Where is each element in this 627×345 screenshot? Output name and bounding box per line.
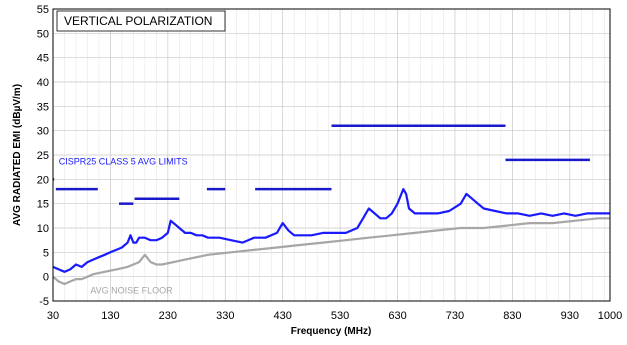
- y-tick-label: 40: [37, 77, 49, 89]
- limit-lines: [53, 124, 590, 205]
- y-tick-label: 15: [37, 199, 49, 211]
- y-tick-labels: -5 0 5 10 15 20 25 30 35 40 45 50 55: [37, 4, 49, 308]
- y-tick-label: 50: [37, 28, 49, 40]
- x-tick-labels: 30 130 230 330 430 530 630 730 830 930 1000: [47, 310, 622, 322]
- title-box: [56, 10, 226, 32]
- noise-floor-line: [52, 217, 610, 286]
- chart-title: VERTICAL POLARIZATION: [64, 14, 212, 28]
- x-tick-label: 530: [331, 310, 349, 322]
- plot-frame: [52, 8, 611, 302]
- x-tick-label: 1000: [598, 310, 622, 322]
- limit-annotation: CISPR25 CLASS 5 AVG LIMITS: [59, 157, 188, 167]
- y-tick-label: 55: [37, 4, 49, 16]
- grid-lines: [52, 8, 611, 302]
- x-tick-label: 30: [47, 310, 59, 322]
- x-axis-title: Frequency (MHz): [291, 326, 372, 337]
- x-tick-label: 830: [503, 310, 521, 322]
- y-axis-title: AVG RADIATED EMI (dBµV/m): [12, 84, 23, 226]
- y-tick-label: 30: [37, 126, 49, 138]
- y-tick-label: 20: [37, 174, 49, 186]
- x-tick-label: 330: [216, 310, 234, 322]
- data-series: [52, 188, 610, 286]
- noise-floor-annotation: AVG NOISE FLOOR: [90, 286, 173, 296]
- x-tick-label: 130: [101, 310, 119, 322]
- y-tick-label: 45: [37, 53, 49, 65]
- y-tick-label: 10: [37, 223, 49, 235]
- emission-line: [52, 188, 610, 273]
- y-tick-label: -5: [39, 296, 49, 308]
- x-tick-label: 430: [274, 310, 292, 322]
- y-tick-label: 35: [37, 101, 49, 113]
- x-tick-label: 230: [159, 310, 177, 322]
- y-tick-label: 25: [37, 150, 49, 162]
- y-tick-label: 5: [43, 247, 49, 259]
- x-tick-label: 730: [446, 310, 464, 322]
- x-tick-label: 930: [561, 310, 579, 322]
- x-tick-label: 630: [388, 310, 406, 322]
- y-tick-label: 0: [43, 272, 49, 284]
